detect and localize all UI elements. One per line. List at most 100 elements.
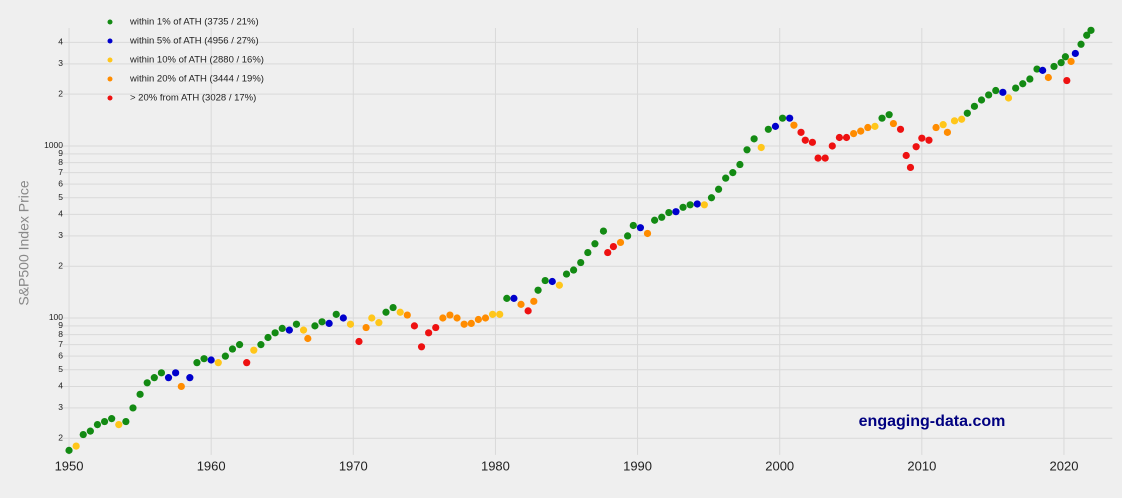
point (524, 307, 532, 315)
series (164, 49, 1079, 382)
point (1083, 31, 1091, 39)
point (651, 216, 659, 224)
y-tick-label: 7 (58, 339, 63, 349)
point (278, 324, 286, 332)
y-tick-label: 5 (58, 192, 63, 202)
point (729, 169, 737, 177)
y-tick-label: 5 (58, 364, 63, 374)
x-tick-label: 2000 (765, 458, 794, 473)
point (108, 415, 116, 423)
point (871, 122, 879, 130)
point (86, 427, 94, 435)
point (801, 136, 809, 144)
point (790, 121, 798, 129)
point (285, 326, 293, 334)
point (743, 146, 751, 154)
point (636, 224, 645, 232)
point (808, 138, 816, 146)
point (368, 314, 376, 322)
y-tick-label: 6 (58, 178, 63, 188)
legend-label: within 10% of ATH (2880 / 16%) (129, 55, 264, 66)
point (410, 322, 419, 330)
point (722, 174, 730, 182)
point (79, 430, 87, 439)
point (629, 221, 637, 230)
y-tick-label: 8 (58, 157, 63, 167)
series (177, 57, 1075, 391)
y-tick-label: 2 (58, 432, 63, 442)
point (271, 329, 279, 337)
point (925, 136, 933, 144)
point (136, 390, 144, 398)
x-tick-label: 1990 (623, 458, 652, 473)
point (221, 352, 229, 360)
point (115, 421, 123, 429)
point (250, 346, 258, 354)
y-tick-label: 4 (58, 37, 63, 47)
point (1087, 26, 1095, 34)
legend-label: > 20% from ATH (3028 / 17%) (130, 93, 256, 104)
point (835, 133, 844, 142)
point (362, 323, 370, 332)
point (460, 320, 468, 328)
point (1044, 73, 1052, 82)
point (417, 343, 426, 351)
point (481, 314, 490, 322)
point (243, 359, 251, 367)
point (299, 326, 308, 334)
point (548, 277, 556, 286)
y-tick-label: 4 (58, 381, 63, 391)
point (1077, 40, 1085, 48)
point (1061, 53, 1069, 61)
point (403, 311, 411, 319)
y-tick-label: 4 (58, 209, 63, 219)
point (736, 160, 744, 169)
point (624, 232, 632, 240)
point (679, 203, 687, 211)
point (488, 310, 497, 318)
legend-marker (107, 76, 113, 82)
point (912, 143, 920, 151)
y-tick-label: 3 (58, 230, 63, 240)
point (797, 128, 805, 136)
point (609, 243, 618, 251)
series (65, 26, 1095, 454)
watermark: engaging-data.com (859, 413, 1006, 430)
point (764, 125, 772, 133)
point (591, 240, 599, 248)
point (1039, 66, 1047, 74)
point (700, 201, 708, 209)
point (186, 374, 194, 382)
point (177, 382, 185, 391)
point (864, 123, 872, 132)
point (1019, 80, 1027, 88)
point (200, 355, 208, 363)
point (643, 229, 652, 238)
point (375, 319, 383, 327)
point (932, 123, 940, 132)
point (1050, 62, 1058, 71)
point (311, 322, 319, 330)
point (599, 227, 608, 235)
legend-marker (107, 38, 113, 44)
point (534, 286, 542, 294)
point (672, 208, 680, 216)
point (530, 297, 538, 305)
y-tick-label: 7 (58, 167, 63, 177)
point (164, 374, 173, 382)
point (992, 86, 1000, 95)
point (918, 134, 926, 142)
point (616, 238, 625, 247)
point (264, 333, 272, 342)
point (355, 337, 363, 346)
point (325, 319, 333, 328)
point (1071, 49, 1079, 58)
point (902, 151, 910, 160)
point (193, 359, 201, 367)
point (318, 318, 326, 326)
point (889, 119, 898, 128)
point (562, 270, 571, 278)
point (157, 369, 166, 377)
